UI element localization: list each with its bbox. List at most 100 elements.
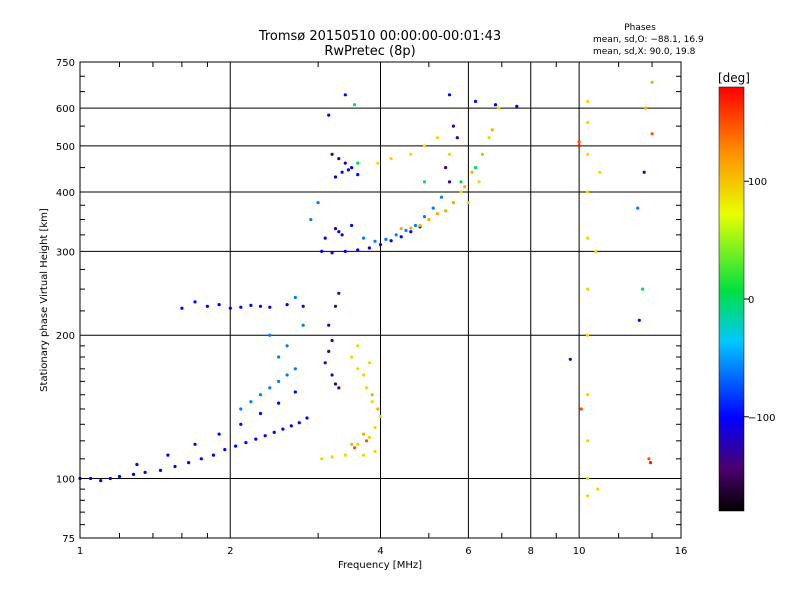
y-tick-label: 600 bbox=[56, 104, 75, 115]
data-point bbox=[356, 367, 360, 371]
y-tick-label: 400 bbox=[56, 188, 75, 199]
data-point bbox=[228, 306, 232, 310]
data-point bbox=[353, 103, 357, 107]
data-point bbox=[473, 99, 478, 103]
data-point bbox=[399, 227, 403, 231]
grid bbox=[80, 62, 681, 538]
data-point bbox=[337, 386, 341, 390]
data-point bbox=[373, 449, 377, 453]
x-tick-label: 16 bbox=[675, 546, 688, 557]
data-point bbox=[470, 170, 474, 174]
data-point bbox=[350, 442, 354, 446]
data-point bbox=[258, 393, 263, 397]
data-point bbox=[285, 344, 289, 348]
data-point bbox=[293, 295, 297, 300]
data-point bbox=[650, 80, 654, 84]
y-axis-label: Stationary phase Virtual Height [km] bbox=[39, 208, 50, 392]
x-tick-label: 4 bbox=[377, 546, 383, 557]
data-point bbox=[444, 166, 448, 170]
data-point bbox=[346, 168, 350, 172]
data-point bbox=[297, 421, 301, 425]
data-point bbox=[447, 93, 452, 97]
data-point bbox=[577, 140, 581, 144]
data-point bbox=[586, 287, 590, 291]
data-point bbox=[320, 249, 324, 253]
data-point bbox=[320, 457, 324, 461]
data-point bbox=[285, 373, 289, 377]
data-point bbox=[263, 434, 267, 438]
data-point bbox=[330, 373, 334, 377]
data-point bbox=[239, 407, 243, 411]
phases-title: Phases bbox=[624, 23, 656, 33]
data-point bbox=[515, 104, 519, 108]
data-point bbox=[158, 468, 163, 472]
y-tick-label: 300 bbox=[56, 247, 75, 258]
data-point bbox=[350, 166, 354, 170]
data-point bbox=[244, 441, 248, 445]
colorbar-ticks: 100 0 −100 bbox=[744, 177, 775, 424]
data-point bbox=[337, 157, 341, 161]
data-point bbox=[316, 201, 320, 205]
data-point bbox=[644, 106, 648, 110]
data-point bbox=[343, 93, 347, 97]
data-point bbox=[330, 455, 334, 459]
x-tick-label: 10 bbox=[573, 546, 586, 557]
chart-title: Tromsø 20150510 00:00:00-00:01:43 bbox=[258, 29, 501, 44]
data-point bbox=[293, 390, 297, 394]
data-point bbox=[249, 303, 253, 307]
data-point bbox=[211, 453, 215, 457]
data-point bbox=[305, 416, 309, 420]
data-point bbox=[636, 206, 640, 210]
data-point bbox=[413, 223, 418, 228]
data-point bbox=[180, 306, 184, 310]
data-point bbox=[459, 190, 463, 194]
y-tick-label: 75 bbox=[62, 534, 75, 545]
data-point bbox=[356, 248, 360, 252]
data-point bbox=[362, 236, 366, 240]
data-point bbox=[199, 457, 203, 461]
data-point bbox=[239, 422, 243, 426]
x-axis-label: Frequency [MHz] bbox=[338, 560, 422, 571]
data-point bbox=[394, 233, 398, 237]
data-point bbox=[350, 223, 354, 228]
data-point bbox=[647, 457, 651, 461]
data-point bbox=[239, 305, 243, 309]
data-point bbox=[337, 291, 341, 295]
data-point bbox=[373, 425, 377, 430]
data-point bbox=[333, 175, 338, 179]
data-point bbox=[422, 144, 427, 148]
phases-mean-x: mean, sd,X: 90.0, 19.8 bbox=[593, 47, 696, 57]
data-point bbox=[409, 152, 413, 156]
data-point bbox=[463, 185, 467, 189]
data-point bbox=[586, 333, 590, 337]
data-point bbox=[258, 304, 263, 308]
data-point bbox=[370, 393, 374, 397]
data-point bbox=[473, 166, 478, 170]
data-point bbox=[323, 361, 327, 365]
data-point bbox=[309, 218, 313, 222]
data-point bbox=[362, 373, 366, 377]
data-point bbox=[249, 400, 253, 404]
data-point bbox=[268, 305, 272, 309]
data-point bbox=[389, 157, 393, 161]
data-point bbox=[367, 246, 371, 250]
data-point bbox=[447, 180, 452, 184]
data-point bbox=[330, 251, 334, 255]
data-point bbox=[480, 152, 484, 156]
data-point bbox=[586, 494, 590, 498]
data-point bbox=[277, 401, 281, 405]
data-point bbox=[108, 476, 112, 481]
data-point bbox=[254, 437, 258, 441]
data-point bbox=[427, 218, 431, 222]
data-point bbox=[272, 430, 276, 434]
axis-ticks: 1 2 4 6 8 10 16 75 100 200 300 400 500 600 750 bbox=[56, 58, 687, 557]
data-point bbox=[367, 361, 371, 365]
data-point bbox=[337, 230, 341, 234]
data-point bbox=[439, 195, 444, 199]
data-point bbox=[376, 407, 380, 411]
data-point bbox=[389, 239, 393, 243]
colorbar-tick-label: −100 bbox=[748, 413, 775, 424]
data-point bbox=[459, 180, 463, 184]
colorbar-label: [deg] bbox=[718, 71, 750, 85]
data-point bbox=[378, 243, 383, 247]
